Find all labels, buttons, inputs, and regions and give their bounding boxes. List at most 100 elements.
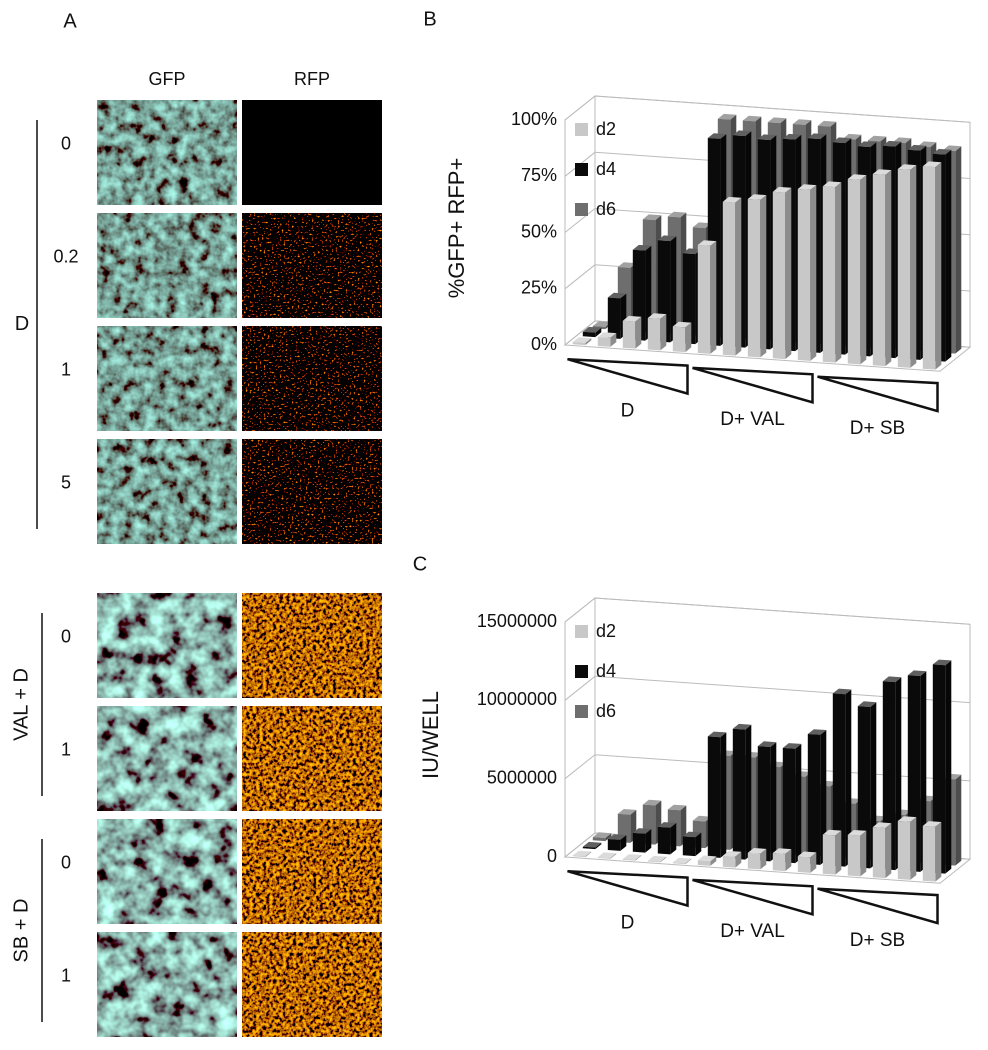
bar-top [657,235,677,242]
bar-top [832,688,852,695]
bar-side [955,774,962,866]
bar-front [672,862,686,865]
bar-front [697,860,711,866]
y-tick-label: 100% [511,109,557,129]
bar-top [747,848,767,854]
bar [932,659,952,874]
legend-label: d2 [596,621,616,641]
bar-top [722,851,742,857]
bar [622,854,642,861]
bar-top [767,117,787,124]
y-axis-label: %GFP+ RFP+ [444,158,469,299]
bar-front [897,821,911,880]
bar-front [572,342,586,346]
bar-front [772,853,786,872]
bar-side [935,162,942,370]
bar-top [847,830,867,836]
bar-top [882,140,902,147]
bar-front [682,253,696,345]
bar [847,830,867,877]
bar-front [872,174,886,367]
bar-front [797,856,811,873]
bar-top [697,240,717,246]
bar-front [772,191,786,360]
grid-line [564,95,971,123]
bar-top [622,315,642,322]
bar [722,851,742,868]
bar [872,822,892,879]
bar-side [835,830,842,875]
bar [747,194,767,358]
bar-top [832,137,852,144]
bar-side [635,855,642,861]
bar-side [720,732,727,858]
bar-front [582,846,596,850]
bar-front [647,860,661,863]
bar [822,829,842,875]
bar-top [797,851,817,858]
bar [732,723,752,860]
group-label: SB + D [10,899,32,963]
bar-side [660,314,667,351]
bar-side [760,195,767,358]
bar-top [667,804,687,811]
bar [922,161,942,370]
bar-front [622,859,636,861]
bar-side [735,851,742,868]
bar-front [592,837,606,842]
legend-label: d6 [596,199,616,219]
bar-front [722,201,736,356]
bar-front [597,337,611,347]
bar [697,855,717,866]
bar-top [882,676,902,683]
bar-top [932,148,952,155]
bar [922,821,942,882]
bar-side [835,182,842,363]
panel-label: B [423,8,436,30]
bar-side [660,856,667,863]
bar [847,174,867,365]
group-label: D+ SB [850,930,905,951]
bar-side [585,338,592,346]
micrograph [242,213,382,318]
bar [622,315,642,349]
group-wedge [817,375,939,413]
bar [647,313,667,351]
bar-top [857,701,877,707]
bar [832,688,852,867]
bar-side [585,851,592,858]
y-tick-label: 10000000 [477,689,557,709]
bar-top [897,164,917,170]
bar-front [597,857,611,859]
bar-side [945,149,952,362]
bar [707,731,727,858]
bar-top [622,854,642,860]
bar-front [897,169,911,368]
micrograph [242,100,382,205]
bar-front [797,189,811,361]
bar-front [672,326,686,353]
bar-front [757,746,771,862]
bar-side [685,858,692,865]
column-header: GFP [148,69,185,89]
bar-side [610,333,617,347]
bar-top [632,828,652,834]
bar-top [822,829,842,836]
y-tick-label: 25% [521,278,557,298]
bar-side [595,327,602,338]
bar-top [742,115,762,122]
legend-swatch [575,705,588,718]
bar-top [932,659,952,666]
legend-swatch [575,163,588,176]
bar-side [710,241,717,354]
bar-side [945,660,952,874]
micrograph [97,100,237,205]
bar-front [607,297,621,339]
bar-side [770,742,777,862]
bar [657,822,677,855]
bar-front [732,728,746,860]
bar [597,852,617,859]
micrograph [97,932,237,1037]
bar-side [710,856,717,866]
